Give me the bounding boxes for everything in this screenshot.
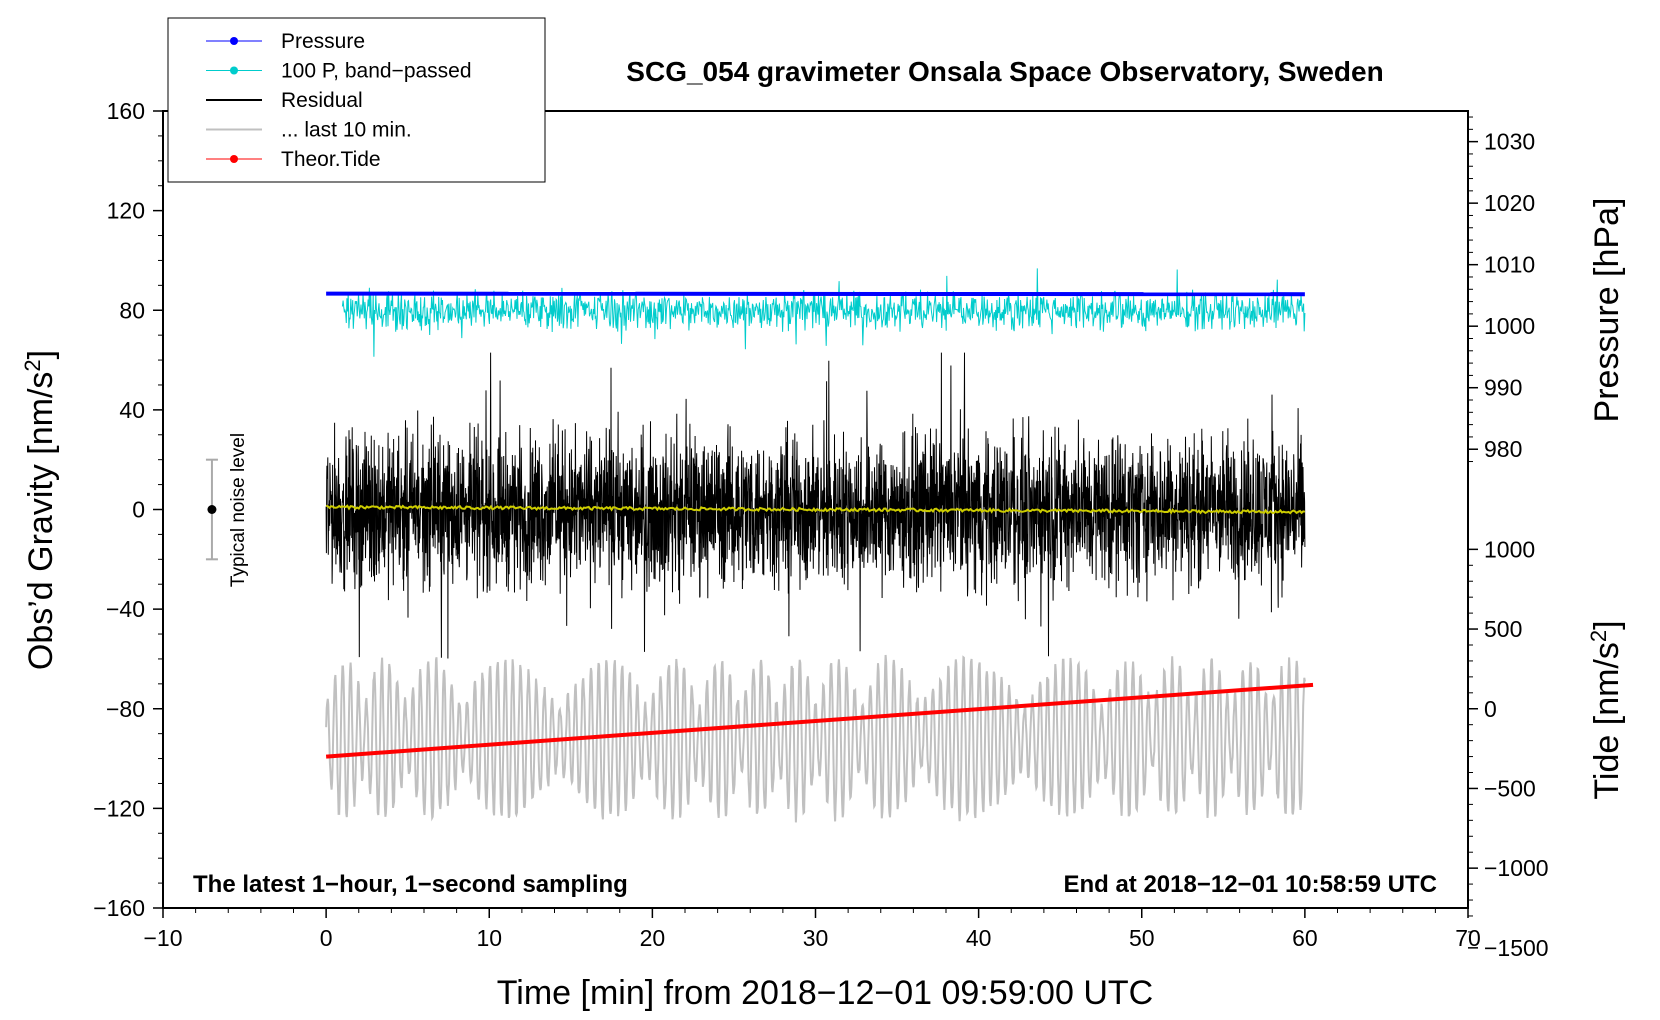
legend-label: Theor.Tide	[281, 148, 381, 171]
corner-label-left: The latest 1−hour, 1−second sampling	[193, 871, 628, 898]
pressure-tick-label: 1020	[1484, 190, 1535, 216]
x-tick-label: 40	[966, 925, 992, 951]
x-tick-label: −10	[143, 925, 182, 951]
tide-tick-label: 1000	[1484, 536, 1535, 562]
pressure-tick-label: 990	[1484, 375, 1522, 401]
series-layer	[325, 268, 1314, 823]
series-last-10-min	[325, 654, 1306, 823]
legend-label: Pressure	[281, 30, 365, 53]
tide-tick-label: −1500	[1484, 935, 1549, 961]
y-axis-title-left: Obs’d Gravity [nm/s2]	[20, 350, 60, 670]
series-theor-tide	[325, 682, 1314, 759]
pressure-tick-label: 1010	[1484, 252, 1535, 278]
noise-level-dot	[207, 505, 217, 514]
legend-swatch-marker	[230, 155, 238, 163]
pressure-tick-label: 980	[1484, 436, 1522, 462]
chart-title: SCG_054 gravimeter Onsala Space Observat…	[626, 56, 1383, 87]
corner-label-right: End at 2018−12−01 10:58:59 UTC	[1063, 871, 1437, 898]
series-pressure	[326, 291, 1305, 297]
legend-swatch-marker	[230, 37, 238, 45]
y-axis-title-pressure: Pressure [hPa]	[1588, 198, 1626, 423]
tide-tick-label: −1000	[1484, 855, 1549, 881]
x-tick-label: 30	[803, 925, 829, 951]
tide-tick-label: 0	[1484, 696, 1497, 722]
legend: Pressure 100 P, band−passed Residual ... la…	[167, 17, 546, 183]
y-tick-label-left: 120	[107, 198, 145, 224]
y-tick-label-left: 80	[119, 297, 145, 323]
noise-level-label: Typical noise level	[228, 433, 249, 587]
legend-label: 100 P, band−passed	[281, 60, 472, 83]
legend-box	[167, 17, 546, 183]
x-axis-title: Time [min] from 2018−12−01 09:59:00 UTC	[497, 974, 1153, 1012]
x-tick-label: 10	[476, 925, 502, 951]
y-tick-label-left: −120	[93, 795, 145, 821]
y-axis-title-tide: Tide [nm/s2]	[1586, 620, 1626, 799]
pressure-tick-label: 1000	[1484, 313, 1535, 339]
legend-swatch-marker	[230, 66, 238, 75]
y-tick-label-left: 40	[119, 397, 145, 423]
legend-label: Residual	[281, 89, 363, 112]
tide-tick-label: −500	[1484, 775, 1536, 801]
series-residual-smoothed	[325, 504, 1306, 515]
y-tick-label-left: −160	[93, 895, 145, 921]
y-tick-label-left: 0	[132, 497, 145, 523]
tide-tick-label: 500	[1484, 616, 1522, 642]
y-tick-label-left: 160	[107, 98, 145, 124]
x-tick-label: 50	[1129, 925, 1155, 951]
noise-indicator: Typical noise level	[205, 433, 249, 587]
x-tick-label: 60	[1292, 925, 1318, 951]
pressure-tick-label: 1030	[1484, 129, 1535, 155]
series-band-passed-pressure	[341, 268, 1306, 357]
series-residual	[325, 352, 1306, 659]
y-tick-label-left: −40	[106, 596, 145, 622]
legend-label: ... last 10 min.	[281, 119, 412, 142]
y-tick-label-left: −80	[106, 696, 145, 722]
x-tick-label: 70	[1455, 925, 1481, 951]
axes-layer: −10 0 10 20 30 40 50 60 70−160−120−80−4004080120…	[93, 98, 1548, 961]
x-tick-label: 0	[320, 925, 333, 951]
x-tick-label: 20	[640, 925, 666, 951]
